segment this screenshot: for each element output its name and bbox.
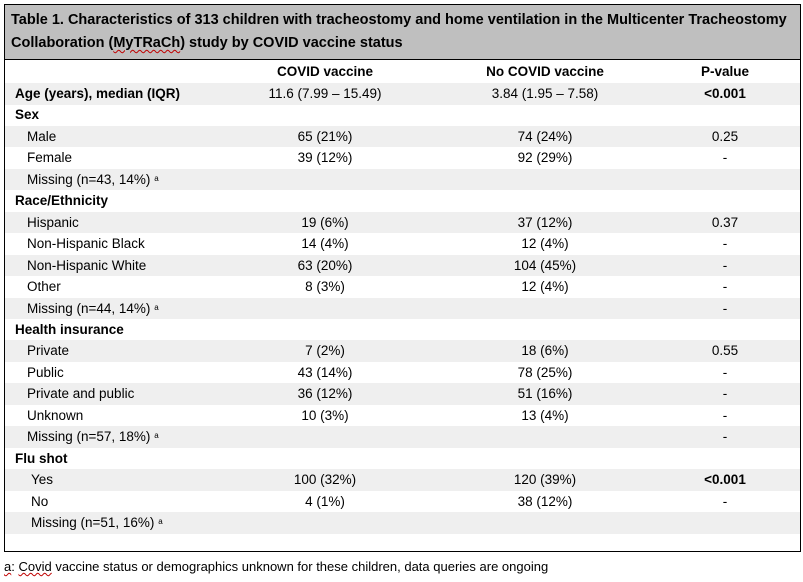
p-value: 0.25 (711, 128, 739, 144)
row-label: Health insurance (15, 321, 124, 337)
header-p-value: P-value (700, 64, 750, 79)
row-label: Yes (31, 472, 54, 488)
footnote-superscript: a (154, 302, 159, 312)
table-row: Missing (n=51, 16%) a (5, 512, 800, 534)
no-covid-vaccine-value: 3.84 (1.95 – 7.58) (491, 86, 599, 101)
p-value: - (722, 236, 728, 252)
covid-vaccine-value: 14 (4%) (301, 236, 349, 252)
row-label: Non-Hispanic White (27, 257, 147, 273)
no-covid-vaccine-value: 18 (6%) (521, 343, 569, 359)
row-label: Private and public (27, 386, 135, 402)
section-row: Health insurance (5, 319, 800, 341)
footnote-superscript: a (154, 431, 159, 441)
p-value: <0.001 (704, 86, 746, 101)
section-row: Race/Ethnicity (5, 190, 800, 212)
table-row: Non-Hispanic Black 14 (4%) 12 (4%) - (5, 233, 800, 255)
table-row: Other 8 (3%) 12 (4%) - (5, 276, 800, 298)
table-footnote: a: Covid vaccine status or demographics … (4, 559, 549, 574)
covid-vaccine-value: 7 (2%) (305, 343, 345, 359)
p-value: - (722, 150, 728, 166)
table-title: Table 1. Characteristics of 313 children… (11, 12, 787, 51)
row-label: No (31, 493, 49, 509)
p-value: 0.55 (711, 343, 739, 359)
row-label: Flu shot (15, 450, 68, 466)
covid-vaccine-value: 39 (12%) (297, 150, 353, 166)
row-label: Missing (n=57, 18%) a (27, 429, 159, 445)
table-row: Missing (n=44, 14%) a - (5, 297, 800, 319)
row-label: Female (27, 150, 73, 166)
covid-vaccine-value: 100 (32%) (293, 472, 357, 488)
p-value: - (722, 493, 728, 509)
covid-vaccine-value: 36 (12%) (297, 386, 353, 402)
table-row: Missing (n=43, 14%) a (5, 168, 800, 191)
table-row: Age (years), median (IQR) 11.6 (7.99 – 15… (5, 83, 800, 105)
covid-vaccine-value: 19 (6%) (301, 214, 349, 230)
p-value: - (722, 279, 728, 295)
footnote-word: Covid (18, 559, 52, 574)
row-label: Public (27, 364, 64, 380)
no-covid-vaccine-value: 13 (4%) (521, 407, 569, 423)
table-row: Yes 100 (32%) 120 (39%) <0.001 (5, 469, 800, 491)
table-row: Unknown 10 (3%) 13 (4%) - (5, 405, 800, 427)
row-label: Male (27, 128, 57, 144)
table-frame: Table 1. Characteristics of 313 children… (4, 4, 801, 552)
no-covid-vaccine-value: 120 (39%) (513, 472, 577, 488)
no-covid-vaccine-value: 38 (12%) (517, 493, 573, 509)
footnote-superscript: a (158, 517, 163, 526)
table-title-bar: Table 1. Characteristics of 313 children… (5, 5, 800, 60)
footnote-superscript: a (154, 173, 159, 183)
row-label: Non-Hispanic Black (27, 236, 145, 252)
table-row: No 4 (1%) 38 (12%) - (5, 491, 800, 513)
p-value: - (722, 386, 728, 402)
covid-vaccine-value: 43 (14%) (297, 364, 353, 380)
row-label: Missing (n=51, 16%) a (31, 515, 163, 530)
table-row: Private 7 (2%) 18 (6%) 0.55 (5, 340, 800, 362)
row-label: Sex (15, 107, 40, 123)
table-row: Female 39 (12%) 92 (29%) - (5, 147, 800, 169)
table-row: Non-Hispanic White 63 (20%) 104 (45%) - (5, 254, 800, 277)
table-header-row: COVID vaccine No COVID vaccine P-value (5, 61, 800, 83)
table-row: Male 65 (21%) 74 (24%) 0.25 (5, 125, 800, 148)
section-row: Sex (5, 104, 800, 126)
no-covid-vaccine-value: 12 (4%) (521, 236, 569, 252)
covid-vaccine-value: 8 (3%) (305, 279, 345, 295)
no-covid-vaccine-value: 51 (16%) (517, 386, 573, 402)
covid-vaccine-value: 11.6 (7.99 – 15.49) (268, 86, 382, 101)
row-label: Other (27, 279, 61, 295)
table-row: Hispanic 19 (6%) 37 (12%) 0.37 (5, 211, 800, 234)
covid-vaccine-value: 65 (21%) (297, 128, 353, 144)
p-value: 0.37 (711, 214, 739, 230)
no-covid-vaccine-value: 12 (4%) (521, 279, 569, 295)
header-no-covid-vaccine: No COVID vaccine (486, 64, 604, 79)
p-value: - (722, 257, 728, 273)
row-label: Hispanic (27, 214, 79, 230)
section-row: Flu shot (5, 448, 800, 470)
row-label: Race/Ethnicity (15, 193, 109, 209)
no-covid-vaccine-value: 104 (45%) (513, 257, 577, 273)
row-label: Missing (n=43, 14%) a (27, 171, 159, 187)
covid-vaccine-value: 4 (1%) (305, 493, 345, 509)
covid-vaccine-value: 10 (3%) (301, 407, 349, 423)
p-value: - (722, 407, 728, 423)
footnote-marker: a (4, 559, 12, 574)
row-label: Unknown (27, 407, 84, 423)
no-covid-vaccine-value: 37 (12%) (517, 214, 573, 230)
no-covid-vaccine-value: 74 (24%) (517, 128, 573, 144)
no-covid-vaccine-value: 78 (25%) (517, 364, 573, 380)
title-acronym: MyTRaCh (113, 35, 181, 51)
no-covid-vaccine-value: 92 (29%) (517, 150, 573, 166)
table-row: Public 43 (14%) 78 (25%) - (5, 362, 800, 384)
row-label: Private (27, 343, 70, 359)
table-row: Private and public 36 (12%) 51 (16%) - (5, 383, 800, 405)
table-row: Missing (n=57, 18%) a - (5, 426, 800, 448)
p-value: - (722, 300, 728, 316)
p-value: - (722, 364, 728, 380)
p-value: <0.001 (704, 472, 746, 488)
header-covid-vaccine: COVID vaccine (276, 64, 374, 79)
footnote-text: vaccine status or demographics unknown f… (51, 559, 549, 574)
row-label: Missing (n=44, 14%) a (27, 300, 159, 316)
row-label: Age (years), median (IQR) (15, 86, 181, 101)
covid-vaccine-value: 63 (20%) (297, 257, 353, 273)
p-value: - (722, 429, 728, 445)
